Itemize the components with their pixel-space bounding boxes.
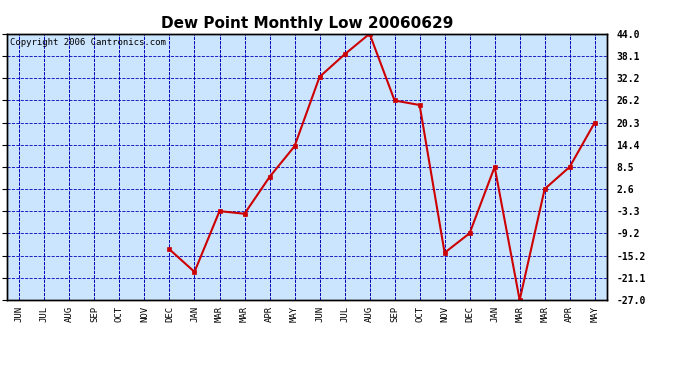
Title: Dew Point Monthly Low 20060629: Dew Point Monthly Low 20060629 [161, 16, 453, 31]
Text: Copyright 2006 Cantronics.com: Copyright 2006 Cantronics.com [10, 38, 166, 47]
